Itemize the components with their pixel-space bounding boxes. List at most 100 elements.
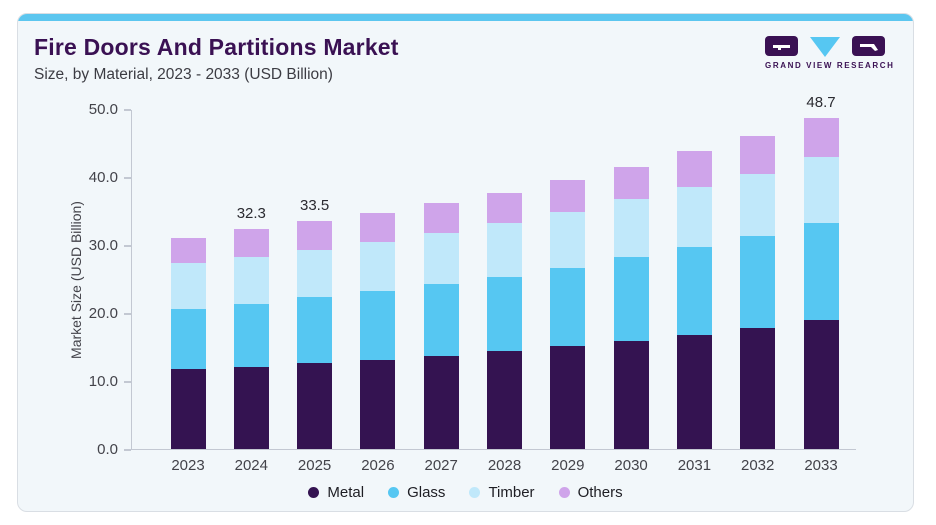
y-tick-label-40: 40.0 [88, 169, 118, 186]
bar-segment-glass-2030 [613, 257, 649, 341]
bar-segment-timber-2029 [550, 212, 586, 269]
bar-value-label-2024: 32.3 [236, 205, 266, 223]
bar-segment-timber-2033 [803, 156, 839, 223]
bar-2031 [676, 151, 712, 449]
bar-segment-metal-2024 [233, 366, 269, 449]
bar-2028 [487, 192, 522, 449]
bar-segment-others-2033 [803, 117, 839, 157]
top-accent-strip [18, 14, 913, 21]
bar-segment-others-2028 [487, 192, 522, 224]
logo-tiles [765, 36, 885, 57]
x-axis-label-2030: 2030 [614, 457, 648, 474]
page-subtitle: Size, by Material, 2023 - 2033 (USD Bill… [34, 66, 333, 83]
bar-2025 [297, 221, 333, 449]
y-tick-0 [124, 449, 131, 451]
bar-segment-metal-2032 [740, 327, 776, 449]
bar-segment-timber-2023 [170, 263, 206, 309]
bar-2032 [740, 135, 776, 449]
y-tick-50 [124, 109, 131, 111]
page-title: Fire Doors And Partitions Market [34, 34, 399, 60]
y-tick-30 [124, 245, 131, 247]
bar-segment-glass-2025 [297, 297, 333, 364]
x-axis-label-2026: 2026 [361, 457, 395, 474]
bar-segment-timber-2031 [676, 186, 712, 248]
bar-2033 [803, 117, 839, 449]
bar-segment-metal-2033 [803, 320, 839, 449]
bar-segment-others-2025 [297, 221, 333, 250]
y-tick-label-30: 30.0 [88, 237, 118, 254]
bar-segment-metal-2029 [550, 346, 586, 449]
legend-item-others: Others [558, 484, 623, 501]
x-axis-label-2032: 2032 [741, 457, 775, 474]
x-axis-label-2023: 2023 [171, 457, 205, 474]
bar-segment-glass-2026 [360, 291, 396, 360]
bar-segment-timber-2028 [487, 223, 522, 277]
legend-item-metal: Metal [308, 484, 364, 501]
legend-dot-others-icon [558, 487, 570, 498]
bar-segment-glass-2023 [170, 308, 206, 370]
bar-segment-glass-2029 [550, 268, 586, 347]
legend-dot-glass-icon [388, 487, 400, 498]
bar-segment-metal-2028 [487, 351, 522, 449]
bar-segment-glass-2024 [233, 303, 269, 367]
legend-dot-metal-icon [308, 487, 320, 498]
bar-segment-timber-2027 [423, 232, 459, 284]
legend-label-glass: Glass [407, 484, 446, 501]
bar-segment-glass-2028 [487, 276, 522, 352]
bar-segment-glass-2032 [740, 235, 776, 328]
bar-2027 [423, 202, 459, 449]
logo-g-tile-icon [765, 36, 798, 56]
bar-segment-others-2031 [676, 151, 712, 187]
legend: Metal Glass Timber Others [18, 484, 913, 501]
legend-label-metal: Metal [327, 484, 365, 501]
bar-2026 [360, 213, 396, 449]
bar-segment-others-2024 [233, 229, 269, 258]
bar-segment-metal-2027 [423, 355, 459, 449]
bar-segment-glass-2033 [803, 222, 839, 321]
y-tick-label-20: 20.0 [88, 305, 118, 322]
bar-segment-glass-2027 [423, 283, 459, 356]
bar-segment-timber-2025 [297, 249, 333, 298]
bar-segment-others-2027 [423, 202, 459, 233]
bar-segment-timber-2030 [613, 199, 649, 258]
grand-view-research-logo: GRAND VIEW RESEARCH [765, 36, 895, 70]
bar-segment-timber-2032 [740, 174, 776, 236]
legend-item-timber: Timber [469, 484, 535, 501]
logo-r-tile-icon [852, 36, 885, 56]
bar-segment-glass-2031 [676, 247, 712, 335]
bar-value-label-2025: 33.5 [299, 197, 330, 215]
bar-segment-metal-2031 [676, 334, 712, 449]
bar-2030 [613, 166, 649, 449]
bar-segment-metal-2025 [297, 363, 333, 449]
y-tick-10 [124, 381, 131, 383]
x-axis-label-2025: 2025 [297, 457, 332, 474]
legend-item-glass: Glass [388, 484, 445, 501]
logo-v-triangle-icon [810, 37, 840, 57]
bar-segment-metal-2026 [360, 359, 396, 449]
y-tick-20 [124, 313, 131, 315]
bar-2023 [170, 237, 206, 449]
legend-label-timber: Timber [488, 484, 535, 501]
bar-segment-others-2026 [360, 213, 396, 243]
bar-segment-metal-2030 [613, 340, 649, 449]
logo-text: GRAND VIEW RESEARCH [765, 61, 895, 70]
bar-2024 [233, 229, 269, 449]
x-axis-label-2033: 2033 [804, 457, 838, 474]
y-tick-40 [124, 177, 131, 179]
x-axis-label-2031: 2031 [677, 457, 712, 474]
plot-area: 2023 2024 32.3 2025 33.5 2026 2027 2028 2029 2030… [89, 94, 856, 474]
x-axis-label-2028: 2028 [487, 457, 522, 474]
bar-segment-others-2023 [170, 237, 206, 264]
y-tick-label-50: 50.0 [88, 101, 118, 118]
bar-segment-others-2029 [550, 179, 586, 213]
legend-dot-timber-icon [469, 487, 481, 498]
x-axis-label-2024: 2024 [234, 457, 268, 474]
report-card: Fire Doors And Partitions Market Size, b… [17, 13, 914, 512]
y-axis-title: Market Size (USD Billion) [68, 201, 84, 359]
y-tick-label-10: 10.0 [88, 373, 118, 390]
bar-2029 [550, 179, 586, 449]
bar-value-label-2033: 48.7 [806, 93, 836, 111]
bar-segment-others-2032 [740, 135, 776, 175]
bar-segment-others-2030 [613, 166, 649, 200]
legend-label-others: Others [577, 484, 623, 501]
